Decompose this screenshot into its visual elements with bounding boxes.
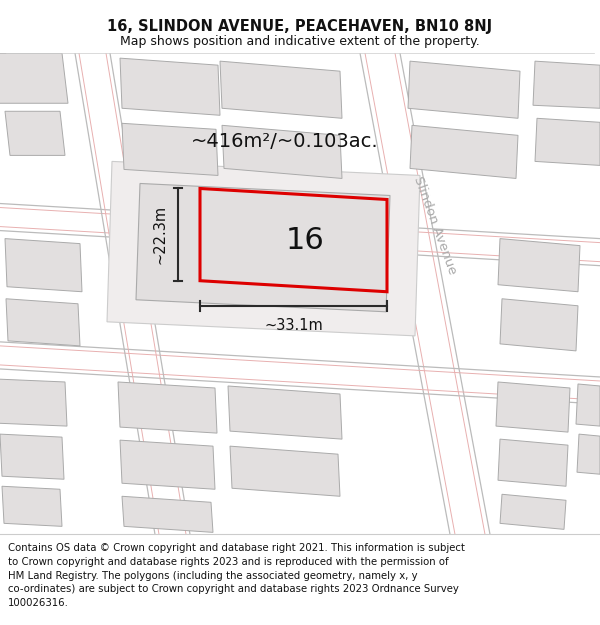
Polygon shape: [0, 434, 64, 479]
Text: Slindon Avenue: Slindon Avenue: [411, 175, 459, 276]
Polygon shape: [410, 125, 518, 179]
Polygon shape: [500, 299, 578, 351]
Polygon shape: [498, 239, 580, 292]
Polygon shape: [0, 204, 600, 266]
Polygon shape: [136, 184, 390, 312]
Polygon shape: [6, 299, 80, 346]
Polygon shape: [360, 53, 490, 534]
Polygon shape: [500, 494, 566, 529]
Polygon shape: [122, 123, 218, 176]
Polygon shape: [408, 61, 520, 118]
Polygon shape: [230, 446, 340, 496]
Text: ~22.3m: ~22.3m: [152, 205, 167, 264]
Polygon shape: [107, 161, 420, 336]
Polygon shape: [0, 53, 68, 103]
Polygon shape: [0, 379, 67, 426]
Polygon shape: [120, 58, 220, 115]
Text: Map shows position and indicative extent of the property.: Map shows position and indicative extent…: [120, 35, 480, 48]
Text: ~33.1m: ~33.1m: [264, 318, 323, 333]
Polygon shape: [533, 61, 600, 108]
Polygon shape: [576, 384, 600, 426]
Polygon shape: [75, 53, 190, 534]
Polygon shape: [2, 486, 62, 526]
Polygon shape: [5, 239, 82, 292]
Polygon shape: [118, 382, 217, 433]
Text: ~416m²/~0.103ac.: ~416m²/~0.103ac.: [191, 132, 379, 151]
Polygon shape: [222, 125, 342, 179]
Polygon shape: [228, 386, 342, 439]
Text: 16, SLINDON AVENUE, PEACEHAVEN, BN10 8NJ: 16, SLINDON AVENUE, PEACEHAVEN, BN10 8NJ: [107, 19, 493, 34]
Polygon shape: [5, 111, 65, 156]
Text: 16: 16: [286, 226, 325, 254]
Polygon shape: [0, 342, 600, 404]
Text: Contains OS data © Crown copyright and database right 2021. This information is : Contains OS data © Crown copyright and d…: [8, 543, 465, 608]
Polygon shape: [122, 496, 213, 532]
Polygon shape: [535, 118, 600, 166]
Polygon shape: [120, 440, 215, 489]
Polygon shape: [577, 434, 600, 474]
Polygon shape: [496, 382, 570, 432]
Polygon shape: [498, 439, 568, 486]
Polygon shape: [220, 61, 342, 118]
